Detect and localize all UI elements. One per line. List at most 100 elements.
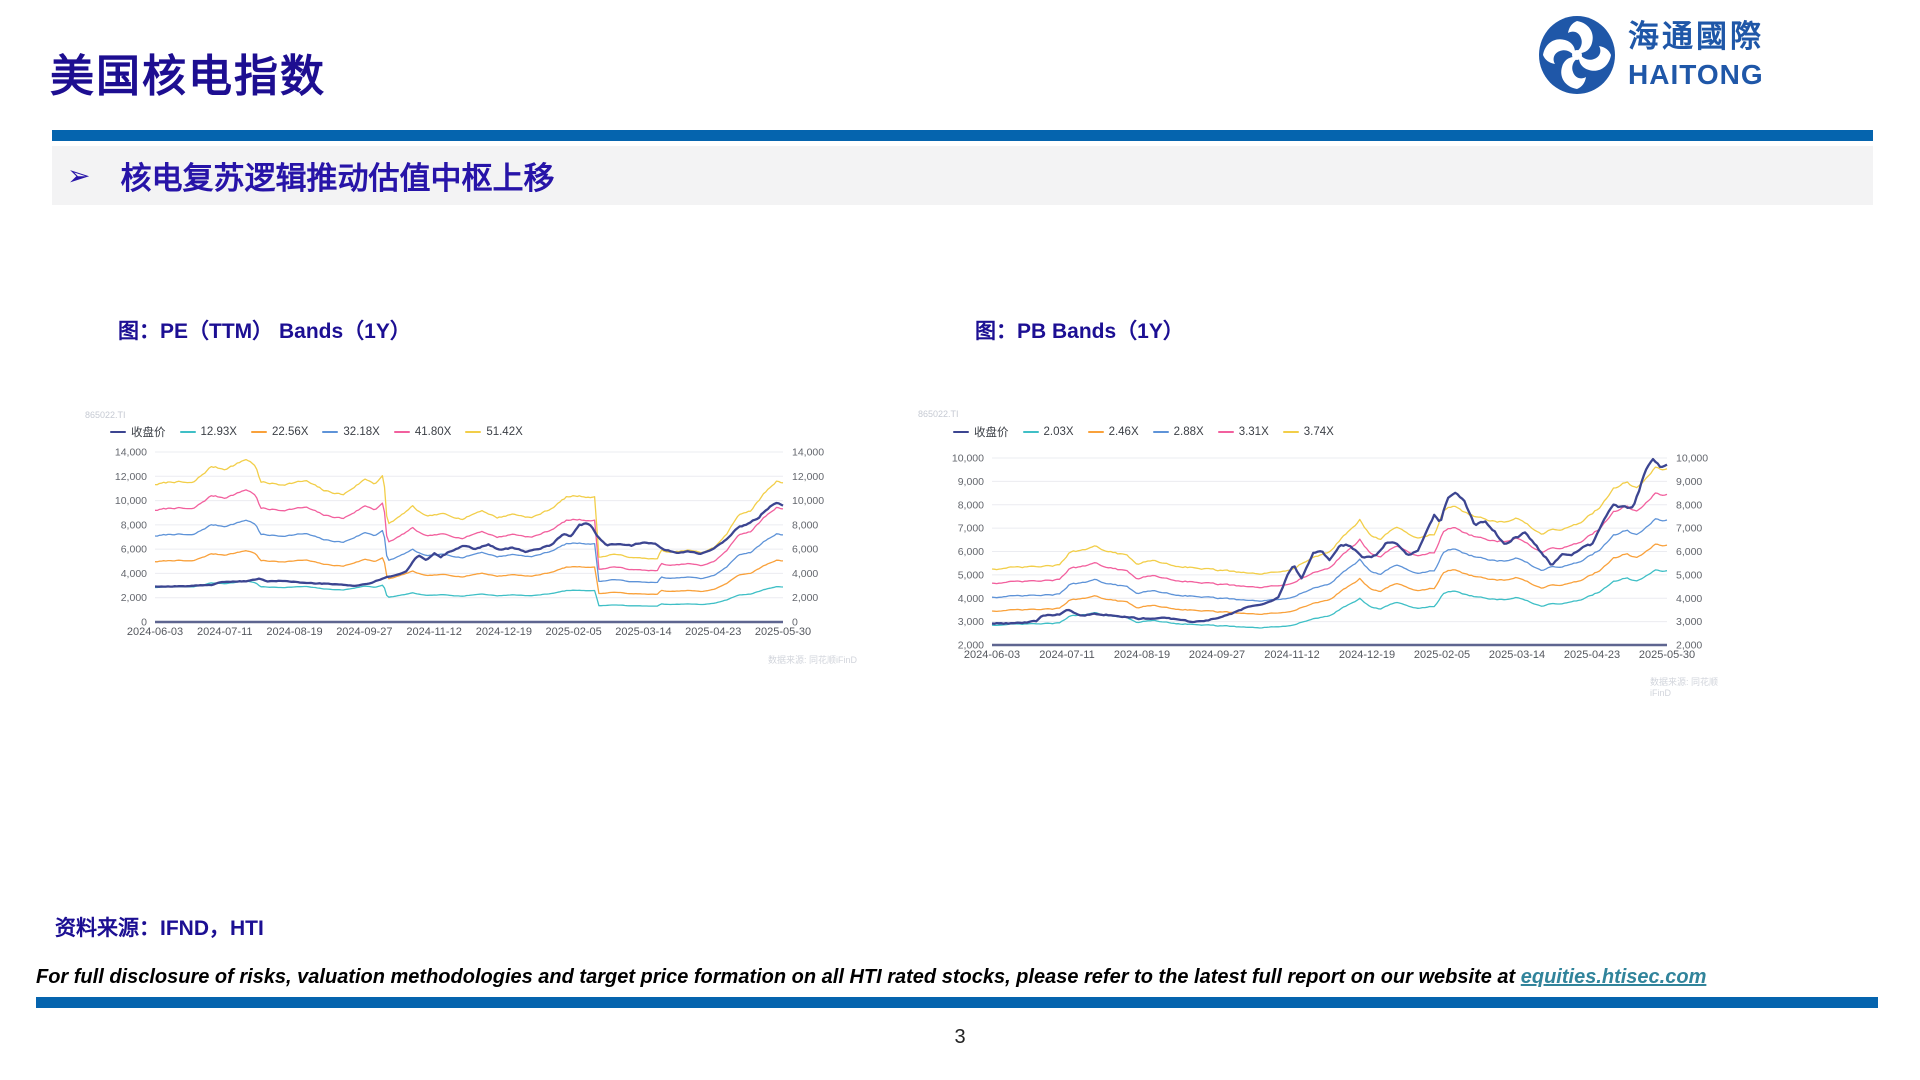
security-code-watermark: 865022.TI	[85, 410, 126, 420]
svg-text:0: 0	[141, 617, 147, 629]
legend-swatch	[1217, 430, 1234, 434]
pe-bands-plot: 14,000 14,000 12,000 12,000 10,000 10,000 8,00…	[115, 447, 824, 639]
haitong-logo-icon	[1539, 16, 1615, 94]
svg-text:8,000: 8,000	[792, 519, 818, 531]
svg-text:2025-05-30: 2025-05-30	[1639, 649, 1695, 661]
legend-label: 41.80X	[414, 426, 452, 438]
disclaimer-prefix: For full disclosure of risks, valuation …	[36, 966, 1521, 988]
legend-item: 32.18X	[322, 426, 380, 438]
svg-text:8,000: 8,000	[958, 499, 984, 511]
legend-label: 3.74X	[1303, 426, 1334, 438]
title-rule	[52, 130, 1873, 141]
legend-label: 12.93X	[200, 426, 237, 438]
svg-text:10,000: 10,000	[1676, 453, 1708, 465]
price-line	[154, 501, 784, 588]
band-line-32.18X	[154, 519, 784, 584]
svg-text:14,000: 14,000	[115, 447, 147, 459]
legend-swatch	[250, 430, 267, 434]
legend-label: 2.88X	[1173, 426, 1204, 438]
band-line-2.88X	[991, 518, 1668, 602]
logo-text-cn: 海通國際	[1628, 19, 1764, 54]
legend-swatch	[110, 430, 126, 434]
band-line-12.93X	[155, 580, 784, 607]
legend-item: 2.88X	[1152, 426, 1204, 438]
legend-label: 2.46X	[1108, 426, 1139, 438]
legend-item: 2.46X	[1087, 426, 1139, 438]
svg-text:7,000: 7,000	[958, 523, 984, 535]
svg-text:6,000: 6,000	[121, 544, 147, 556]
svg-text:2024-08-19: 2024-08-19	[266, 626, 322, 638]
svg-text:6,000: 6,000	[792, 544, 818, 556]
svg-text:2024-11-12: 2024-11-12	[406, 626, 461, 638]
band-lines	[991, 466, 1668, 629]
x-axis-labels: 2024-06-03 2024-07-11 2024-08-19 2024-09-27…	[964, 649, 1695, 661]
svg-text:3,000: 3,000	[958, 616, 984, 628]
svg-text:10,000: 10,000	[115, 495, 147, 507]
svg-text:6,000: 6,000	[958, 546, 984, 558]
haitong-logo: 海通國際 HAITONG	[1536, 14, 1764, 96]
x-axis-labels: 2024-06-03 2024-07-11 2024-08-19 2024-09-27…	[127, 626, 811, 638]
legend-swatch	[1282, 430, 1299, 434]
legend-item: 22.56X	[250, 426, 309, 438]
legend-label: 22.56X	[271, 426, 309, 438]
svg-text:5,000: 5,000	[958, 569, 984, 581]
legend-swatch	[393, 430, 410, 434]
legend-item: 3.74X	[1282, 426, 1334, 438]
data-source-watermark: 数据来源: 同花顺iFinD	[768, 655, 858, 665]
svg-text:7,000: 7,000	[1676, 523, 1702, 535]
svg-text:6,000: 6,000	[1676, 546, 1702, 558]
legend-label: 2.03X	[1043, 426, 1074, 438]
svg-text:12,000: 12,000	[115, 471, 147, 483]
legend-label: 32.18X	[343, 426, 380, 438]
legend-swatch	[179, 430, 196, 434]
svg-text:2025-03-14: 2025-03-14	[615, 626, 671, 638]
legend-swatch	[953, 430, 969, 434]
svg-text:2024-07-11: 2024-07-11	[1039, 649, 1094, 661]
data-source-watermark: 数据来源: 同花顺iFinD	[1650, 677, 1719, 698]
band-lines	[154, 458, 784, 607]
svg-text:2025-04-23: 2025-04-23	[685, 626, 741, 638]
svg-text:9,000: 9,000	[1676, 476, 1702, 488]
pb-bands-chart: 865022.TI 收盘价 2.03X 2.46X 2.88X 3.31X 3.74X 1…	[905, 405, 1735, 710]
source-note: 资料来源：IFND，HTI	[55, 917, 264, 940]
legend-swatch	[1022, 430, 1039, 434]
band-line-51.42X	[154, 458, 784, 560]
pb-bands-plot: 10,000 10,000 9,000 9,000 8,000 8,000 7,000 7,0…	[952, 453, 1708, 662]
legend-label: 收盘价	[131, 427, 166, 439]
legend-swatch	[1087, 430, 1104, 434]
legend-item: 41.80X	[393, 426, 452, 438]
svg-text:4,000: 4,000	[1676, 593, 1702, 605]
band-line-22.56X	[154, 550, 784, 595]
svg-text:2024-06-03: 2024-06-03	[964, 649, 1020, 661]
website-link[interactable]: equities.htisec.com	[1520, 966, 1707, 988]
svg-text:3,000: 3,000	[1676, 616, 1702, 628]
svg-text:2024-11-12: 2024-11-12	[1264, 649, 1319, 661]
legend-swatch	[465, 430, 482, 434]
page-title: 美国核电指数	[50, 51, 326, 102]
banner-text: 核电复苏逻辑推动估值中枢上移	[120, 161, 555, 197]
svg-text:2024-07-11: 2024-07-11	[197, 626, 252, 638]
svg-text:10,000: 10,000	[792, 495, 824, 507]
svg-text:10,000: 10,000	[952, 453, 984, 465]
y-axis-labels: 10,000 10,000 9,000 9,000 8,000 8,000 7,000 7,0…	[952, 453, 1708, 652]
legend-swatch	[322, 430, 339, 434]
svg-text:4,000: 4,000	[792, 568, 818, 580]
legend-label: 3.31X	[1238, 426, 1269, 438]
svg-text:2024-08-19: 2024-08-19	[1114, 649, 1170, 661]
bullet-arrow-icon: ➢	[67, 160, 91, 191]
legend-item: 收盘价	[953, 424, 1009, 440]
gridlines	[155, 451, 783, 624]
disclaimer-text: For full disclosure of risks, valuation …	[36, 966, 1706, 989]
legend-label: 收盘价	[974, 427, 1009, 439]
svg-text:5,000: 5,000	[1676, 569, 1702, 581]
security-code-watermark: 865022.TI	[918, 409, 959, 419]
chart-legend: 收盘价 12.93X 22.56X 32.18X 41.80X 51.42X	[110, 424, 523, 440]
svg-text:2025-04-23: 2025-04-23	[1564, 649, 1620, 661]
chart-caption-pb: 图：PB Bands（1Y）	[975, 320, 1184, 343]
bullet-banner: ➢ 核电复苏逻辑推动估值中枢上移	[52, 146, 1873, 205]
svg-text:2025-03-14: 2025-03-14	[1489, 649, 1545, 661]
band-line-3.74X	[991, 466, 1668, 575]
svg-text:4,000: 4,000	[958, 593, 984, 605]
legend-item: 51.42X	[465, 426, 523, 438]
legend-label: 51.42X	[486, 426, 523, 438]
